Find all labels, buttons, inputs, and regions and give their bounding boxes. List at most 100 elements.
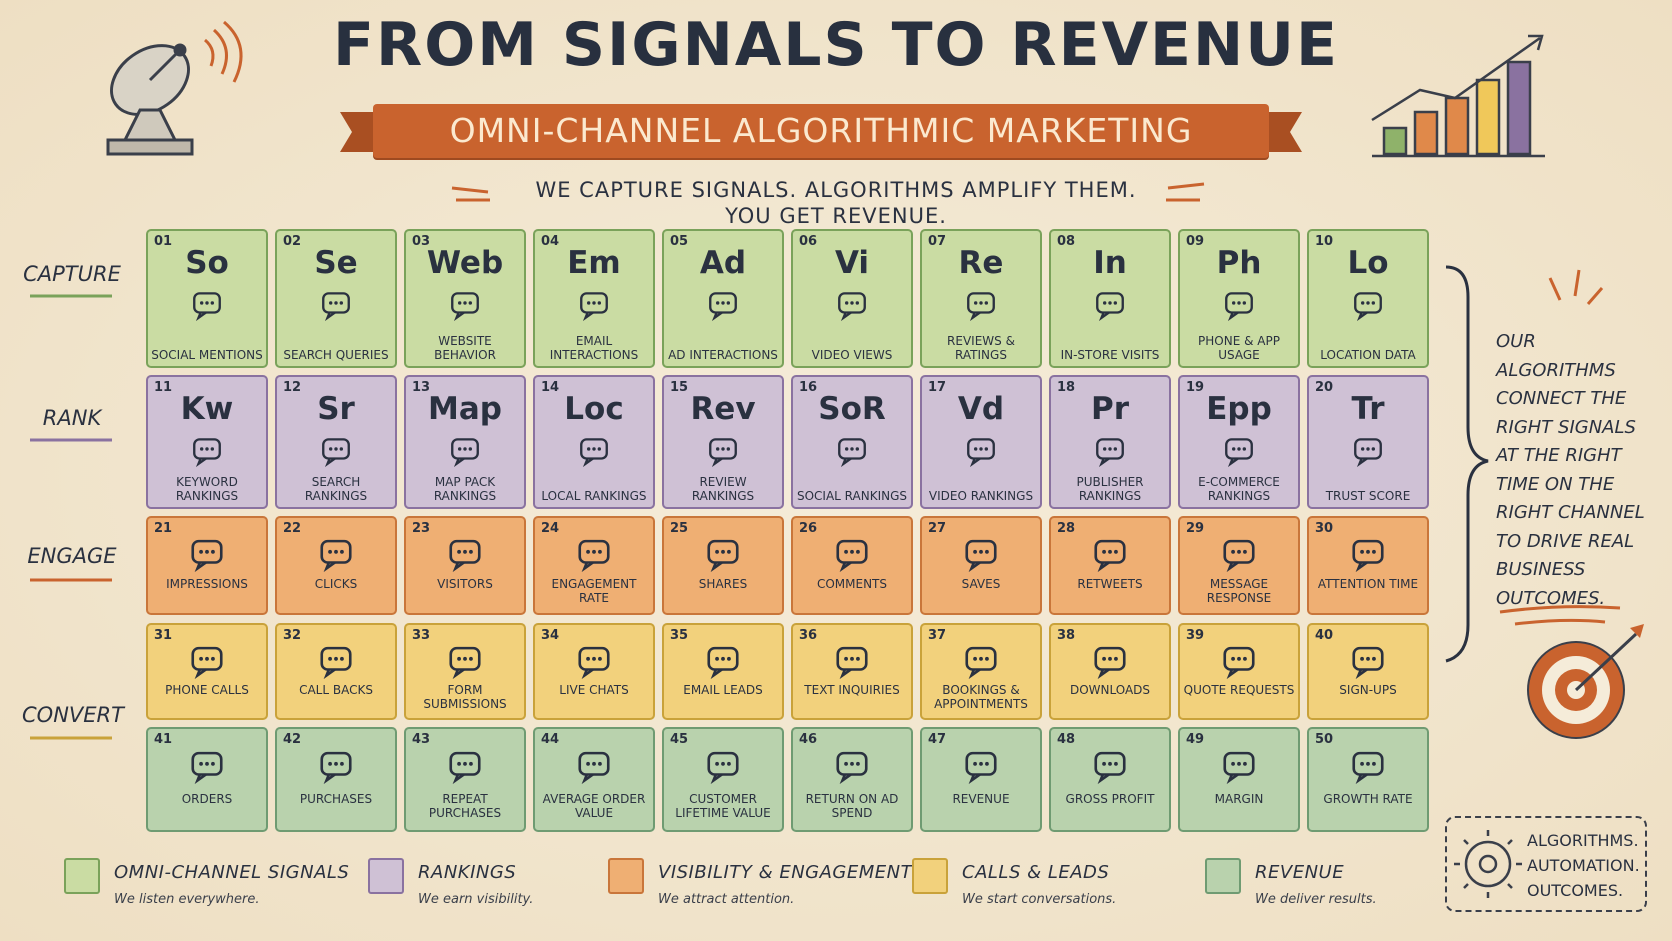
cell-icon: [578, 539, 610, 572]
side-note: OUR ALGORITHMS CONNECT THE RIGHT SIGNALS…: [1496, 331, 1645, 609]
cell-number: 26: [799, 521, 818, 536]
element-cell: 40 SIGN-UPS: [1307, 623, 1429, 720]
cell-name: TRUST SCORE: [1325, 489, 1411, 503]
cell-name: MESSAGE RESPONSE: [1206, 577, 1272, 605]
cell-icon: [191, 751, 223, 784]
cell-number: 28: [1057, 521, 1076, 536]
cell-number: 30: [1315, 521, 1334, 536]
cell-icon: [449, 539, 481, 572]
cell-symbol: So: [185, 245, 229, 281]
cell-icon: [965, 751, 997, 784]
cell-symbol: Vd: [957, 391, 1005, 427]
footer-box: ALGORITHMS. AUTOMATION. OUTCOMES.: [1445, 816, 1647, 912]
cell-icon: [1223, 646, 1255, 679]
cell-symbol: Map: [428, 391, 502, 427]
legend-title: VISIBILITY & ENGAGEMENT: [658, 862, 913, 883]
legend-title: REVENUE: [1255, 862, 1345, 883]
element-cell: 02 Se SEARCH QUERIES: [275, 229, 397, 368]
cell-icon: [836, 539, 868, 572]
stage-label: CAPTURE: [23, 262, 121, 286]
cell-number: 17: [928, 380, 947, 395]
cell-name: PHONE CALLS: [165, 683, 249, 697]
cell-symbol: Kw: [180, 391, 234, 427]
cell-number: 16: [799, 380, 818, 395]
cell-icon: [707, 646, 739, 679]
element-cell: 11 Kw KEYWORD RANKINGS: [146, 375, 268, 509]
cell-number: 41: [154, 732, 173, 747]
cell-name: VIDEO RANKINGS: [928, 489, 1034, 503]
cell-icon: [836, 751, 868, 784]
element-cell: 34 LIVE CHATS: [533, 623, 655, 720]
tagline: YOU GET REVENUE.: [725, 204, 947, 228]
legend-subtitle: We earn visibility.: [418, 892, 534, 907]
cell-icon: [451, 292, 479, 321]
element-cell: 20 Tr TRUST SCORE: [1307, 375, 1429, 509]
stage-label: RANK: [42, 406, 102, 430]
element-cell: 21 IMPRESSIONS: [146, 516, 268, 615]
cell-number: 04: [541, 234, 560, 249]
cell-icon: [191, 539, 223, 572]
cell-name: KEYWORD RANKINGS: [175, 475, 239, 503]
element-cell: 35 EMAIL LEADS: [662, 623, 784, 720]
cell-name: VIDEO VIEWS: [811, 348, 893, 362]
element-cell: 44 AVERAGE ORDER VALUE: [533, 727, 655, 832]
cell-name: ENGAGEMENT RATE: [551, 577, 637, 605]
cell-symbol: Ph: [1216, 245, 1262, 281]
cell-number: 31: [154, 628, 173, 643]
cell-number: 25: [670, 521, 689, 536]
cell-name: FORM SUBMISSIONS: [423, 683, 507, 711]
cell-number: 46: [799, 732, 818, 747]
cell-number: 38: [1057, 628, 1076, 643]
cell-name: REVIEWS & RATINGS: [947, 334, 1015, 362]
cell-icon: [449, 646, 481, 679]
cell-icon: [193, 438, 221, 467]
cell-number: 33: [412, 628, 431, 643]
element-cell: 37 BOOKINGS & APPOINTMENTS: [920, 623, 1042, 720]
cell-name: PHONE & APP USAGE: [1198, 334, 1280, 362]
cell-symbol: Loc: [564, 391, 624, 427]
cell-icon: [578, 646, 610, 679]
cell-name: SEARCH QUERIES: [283, 348, 389, 362]
cell-symbol: Vi: [834, 245, 870, 281]
cell-number: 29: [1186, 521, 1205, 536]
legend-swatch: [608, 858, 644, 894]
cell-name: COMMENTS: [816, 577, 888, 591]
element-cell: 15 Rev REVIEW RANKINGS: [662, 375, 784, 509]
cell-icon: [191, 646, 223, 679]
legend-title: CALLS & LEADS: [962, 862, 1110, 883]
cell-symbol: In: [1093, 245, 1127, 281]
cell-name: SAVES: [961, 577, 1001, 591]
legend-subtitle: We listen everywhere.: [114, 892, 260, 907]
cell-icon: [322, 292, 350, 321]
cell-number: 11: [154, 380, 173, 395]
element-cell: 31 PHONE CALLS: [146, 623, 268, 720]
cell-number: 15: [670, 380, 689, 395]
cell-icon: [193, 292, 221, 321]
cell-number: 32: [283, 628, 302, 643]
cell-name: SIGN-UPS: [1339, 683, 1397, 697]
cell-number: 39: [1186, 628, 1205, 643]
cell-name: RETURN ON AD SPEND: [805, 792, 899, 820]
element-cell: 24 ENGAGEMENT RATE: [533, 516, 655, 615]
element-cell: 29 MESSAGE RESPONSE: [1178, 516, 1300, 615]
cell-icon: [320, 751, 352, 784]
cell-name: E-COMMERCE RANKINGS: [1198, 475, 1280, 503]
element-cell: 46 RETURN ON AD SPEND: [791, 727, 913, 832]
cell-icon: [1354, 292, 1382, 321]
cell-icon: [1223, 751, 1255, 784]
cell-icon: [965, 539, 997, 572]
cell-icon: [967, 292, 995, 321]
element-cell: 23 VISITORS: [404, 516, 526, 615]
cell-name: CUSTOMER LIFETIME VALUE: [675, 792, 771, 820]
element-cell: 17 Vd VIDEO RANKINGS: [920, 375, 1042, 509]
element-cell: 12 Sr SEARCH RANKINGS: [275, 375, 397, 509]
cell-name: SHARES: [698, 577, 748, 591]
element-cell: 42 PURCHASES: [275, 727, 397, 832]
cell-number: 10: [1315, 234, 1334, 249]
cell-icon: [1094, 646, 1126, 679]
cell-name: MAP PACK RANKINGS: [433, 475, 497, 503]
title: FROM SIGNALS TO REVENUE: [333, 10, 1339, 80]
cell-number: 24: [541, 521, 560, 536]
element-cell: 26 COMMENTS: [791, 516, 913, 615]
